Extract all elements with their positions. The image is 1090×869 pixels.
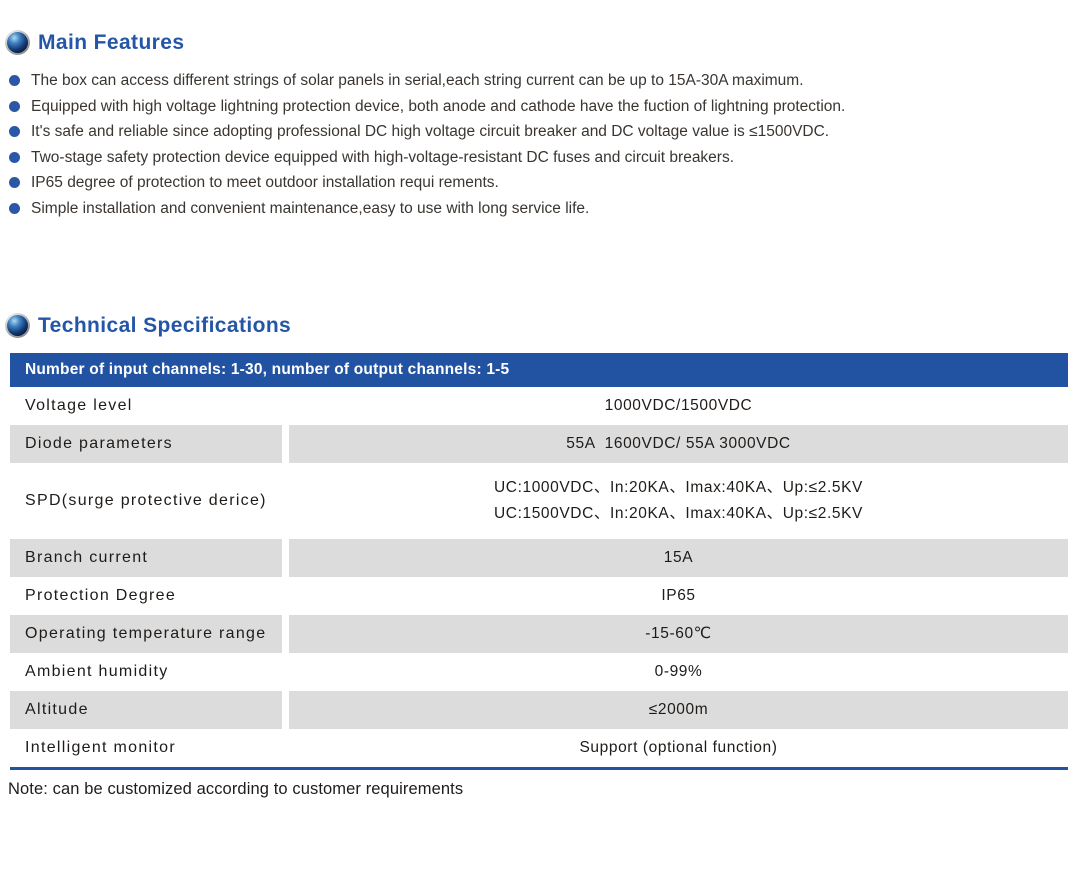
- spec-value: Support (optional function): [289, 729, 1068, 767]
- feature-item: The box can access different strings of …: [5, 72, 1080, 89]
- feature-text: The box can access different strings of …: [31, 72, 804, 89]
- spec-value: UC:1000VDC、In:20KA、Imax:40KA、Up:≤2.5KV UC…: [289, 463, 1068, 539]
- spec-value-line: 0-99%: [654, 663, 703, 680]
- glossy-sphere-icon: [5, 313, 30, 338]
- column-gap: [282, 691, 289, 729]
- spec-label: Branch current: [10, 539, 282, 577]
- column-gap: [282, 425, 289, 463]
- spec-value: 0-99%: [289, 653, 1068, 691]
- feature-item: IP65 degree of protection to meet outdoo…: [5, 174, 1080, 191]
- spec-value-line: 55A 1600VDC/ 55A 3000VDC: [566, 435, 791, 452]
- spec-value-line: 1000VDC/1500VDC: [604, 397, 753, 414]
- column-gap: [282, 539, 289, 577]
- spec-label: Ambient humidity: [25, 663, 169, 680]
- spec-value-line: Support (optional function): [579, 739, 778, 756]
- spec-value: IP65: [289, 577, 1068, 615]
- main-features-header: Main Features: [5, 30, 1080, 55]
- spec-value-line: ≤2000m: [648, 701, 709, 718]
- column-gap: [282, 615, 289, 653]
- table-header-text: Number of input channels: 1-30, number o…: [25, 361, 510, 378]
- spec-value: -15-60℃: [289, 615, 1068, 653]
- spec-label: SPD(surge protective derice): [25, 492, 267, 509]
- column-gap: [282, 463, 289, 539]
- column-gap: [282, 729, 289, 767]
- column-gap: [282, 653, 289, 691]
- feature-text: IP65 degree of protection to meet outdoo…: [31, 174, 499, 191]
- technical-specifications-header: Technical Specifications: [5, 313, 1090, 338]
- table-row: Altitude ≤2000m: [10, 691, 1068, 729]
- table-row: Intelligent monitor Support (optional fun…: [10, 729, 1068, 767]
- table-header-band: Number of input channels: 1-30, number o…: [10, 353, 1068, 387]
- spec-value-line: UC:1000VDC、In:20KA、Imax:40KA、Up:≤2.5KV: [493, 479, 863, 496]
- table-row: Voltage level 1000VDC/1500VDC: [10, 387, 1068, 425]
- feature-text: Two-stage safety protection device equip…: [31, 148, 735, 166]
- bullet-dot-icon: [9, 202, 20, 214]
- table-row: Branch current 15A: [10, 539, 1068, 577]
- bullet-dot-icon: [9, 177, 20, 188]
- table-row: Operating temperature range -15-60℃: [10, 615, 1068, 653]
- spec-value: 1000VDC/1500VDC: [289, 387, 1068, 425]
- spec-value-line: -15-60℃: [645, 625, 712, 642]
- bullet-dot-icon: [9, 75, 20, 86]
- feature-item: Simple installation and convenient maint…: [5, 200, 1080, 217]
- spec-label: Altitude: [10, 691, 282, 729]
- feature-list: The box can access different strings of …: [5, 72, 1080, 217]
- spec-label: Intelligent monitor: [25, 739, 176, 756]
- main-features-section: Main Features The box can access differe…: [5, 30, 1080, 225]
- column-gap: [282, 387, 289, 425]
- spec-value: 15A: [289, 539, 1068, 577]
- table-body: Voltage level 1000VDC/1500VDC Diode parame…: [10, 387, 1068, 767]
- technical-specifications-section: Technical Specifications Number of input…: [0, 313, 1090, 799]
- spec-value-line: IP65: [661, 587, 696, 604]
- column-gap: [282, 577, 289, 615]
- note-text: Note: can be customized according to cus…: [8, 780, 464, 798]
- spec-label: Operating temperature range: [10, 615, 282, 653]
- spec-label: Voltage level: [25, 397, 133, 414]
- table-row: Protection Degree IP65: [10, 577, 1068, 615]
- table-row: SPD(surge protective derice) UC:1000VDC、I…: [10, 463, 1068, 539]
- bullet-dot-icon: [9, 151, 20, 163]
- feature-text: It's safe and reliable since adopting pr…: [31, 123, 830, 140]
- spec-table: Number of input channels: 1-30, number o…: [10, 353, 1068, 770]
- spec-value-line: 15A: [663, 549, 694, 566]
- feature-item: Equipped with high voltage lightning pro…: [5, 98, 1080, 115]
- feature-item: Two-stage safety protection device equip…: [5, 149, 1080, 166]
- table-row: Diode parameters 55A 1600VDC/ 55A 3000VDC: [10, 425, 1068, 463]
- spec-label: Diode parameters: [10, 425, 282, 463]
- spec-value: 55A 1600VDC/ 55A 3000VDC: [289, 425, 1068, 463]
- main-features-title: Main Features: [38, 30, 185, 54]
- spec-label: Protection Degree: [25, 587, 177, 604]
- spec-value-line: UC:1500VDC、In:20KA、Imax:40KA、Up:≤2.5KV: [493, 505, 863, 522]
- feature-item: It's safe and reliable since adopting pr…: [5, 123, 1080, 140]
- glossy-sphere-icon: [5, 30, 30, 55]
- table-row: Ambient humidity 0-99%: [10, 653, 1068, 691]
- feature-text: Equipped with high voltage lightning pro…: [31, 97, 846, 115]
- technical-specifications-title: Technical Specifications: [38, 313, 292, 337]
- bullet-dot-icon: [9, 126, 20, 137]
- bullet-dot-icon: [9, 100, 20, 112]
- feature-text: Simple installation and convenient maint…: [31, 199, 590, 217]
- spec-value: ≤2000m: [289, 691, 1068, 729]
